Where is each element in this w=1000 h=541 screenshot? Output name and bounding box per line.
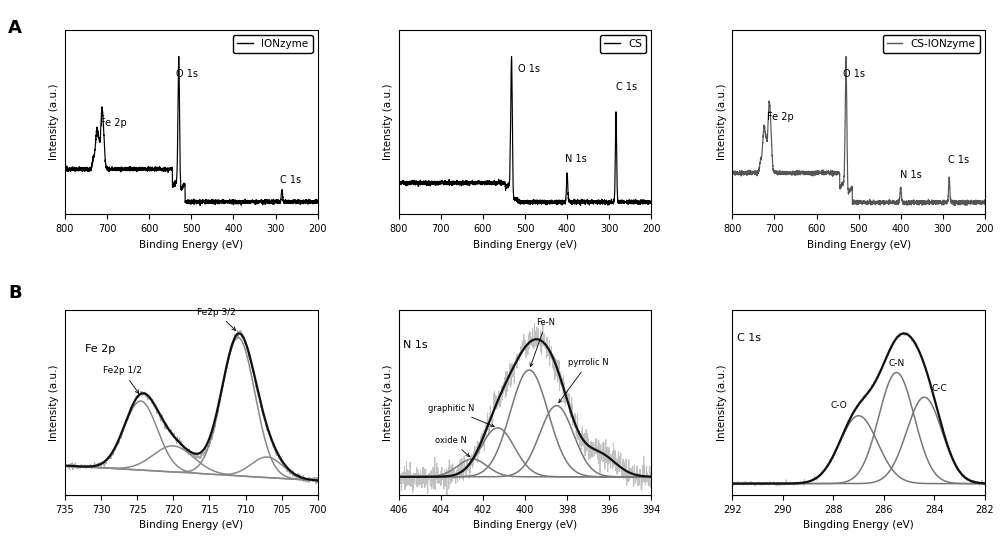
Y-axis label: Intensity (a.u.): Intensity (a.u.)	[49, 84, 59, 160]
Text: O 1s: O 1s	[843, 69, 865, 79]
Text: pyrrolic N: pyrrolic N	[559, 358, 608, 403]
Text: oxide N: oxide N	[435, 436, 470, 457]
Text: Fe 2p: Fe 2p	[100, 118, 127, 128]
X-axis label: Binding Energy (eV): Binding Energy (eV)	[807, 240, 911, 249]
Text: C-O: C-O	[830, 401, 847, 410]
Legend: IONzyme: IONzyme	[233, 35, 313, 54]
X-axis label: Binding Energy (eV): Binding Energy (eV)	[473, 240, 577, 249]
Text: C-N: C-N	[888, 359, 905, 368]
Text: Fe2p 1/2: Fe2p 1/2	[103, 366, 142, 393]
Legend: CS: CS	[600, 35, 646, 54]
Text: C 1s: C 1s	[280, 175, 301, 184]
X-axis label: Binding Energy (eV): Binding Energy (eV)	[139, 520, 243, 530]
Text: N 1s: N 1s	[565, 154, 586, 164]
X-axis label: Binding Energy (eV): Binding Energy (eV)	[473, 520, 577, 530]
Text: A: A	[8, 19, 22, 37]
Y-axis label: Intensity (a.u.): Intensity (a.u.)	[717, 84, 727, 160]
Text: C 1s: C 1s	[948, 155, 969, 165]
Legend: CS-IONzyme: CS-IONzyme	[883, 35, 980, 54]
Text: B: B	[8, 284, 22, 302]
Text: C 1s: C 1s	[616, 82, 638, 93]
Text: Fe2p 3/2: Fe2p 3/2	[197, 308, 236, 331]
Y-axis label: Intensity (a.u.): Intensity (a.u.)	[383, 365, 393, 441]
Y-axis label: Intensity (a.u.): Intensity (a.u.)	[49, 365, 59, 441]
Text: C 1s: C 1s	[737, 333, 761, 343]
Text: O 1s: O 1s	[176, 69, 198, 79]
Text: Fe 2p: Fe 2p	[85, 344, 115, 354]
X-axis label: Binding Energy (eV): Binding Energy (eV)	[139, 240, 243, 249]
Text: C-C: C-C	[932, 384, 947, 393]
Text: Fe 2p: Fe 2p	[767, 112, 794, 122]
Y-axis label: Intensity (a.u.): Intensity (a.u.)	[717, 365, 727, 441]
Y-axis label: Intensity (a.u.): Intensity (a.u.)	[383, 84, 393, 160]
Text: N 1s: N 1s	[900, 170, 922, 180]
X-axis label: Bingding Energy (eV): Bingding Energy (eV)	[803, 520, 914, 530]
Text: graphitic N: graphitic N	[428, 404, 494, 427]
Text: N 1s: N 1s	[403, 340, 427, 350]
Text: O 1s: O 1s	[518, 64, 540, 75]
Text: Fe-N: Fe-N	[530, 318, 556, 367]
